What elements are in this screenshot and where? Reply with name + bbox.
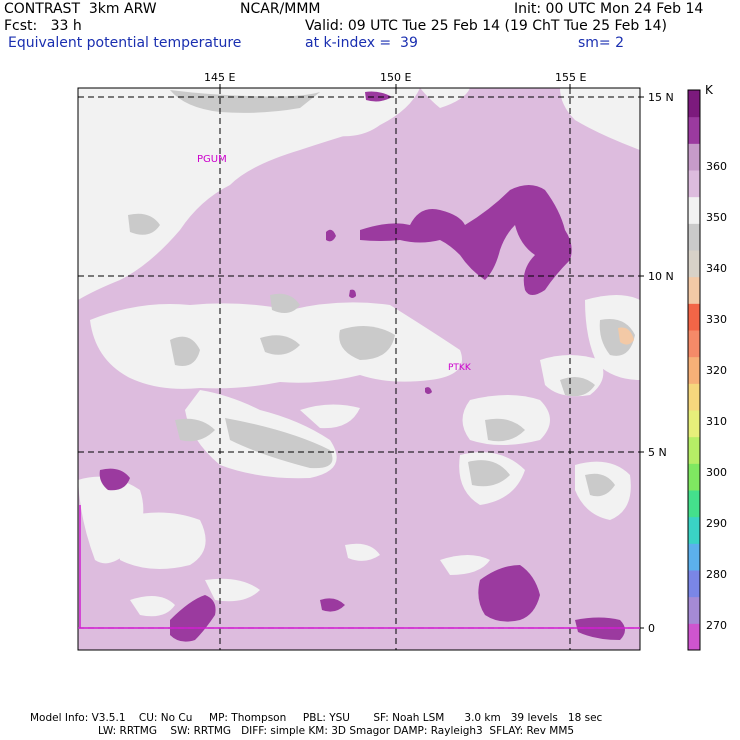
colorbar-segment [688, 410, 700, 438]
colorbar-segment [688, 250, 700, 278]
model-info-line2: LW: RRTMG SW: RRTMG DIFF: simple KM: 3D … [98, 725, 575, 737]
colorbar-segment [688, 143, 700, 171]
model-info-line1: Model Info: V3.5.1 CU: No Cu MP: Thompso… [30, 712, 603, 724]
domain-boundary [79, 505, 640, 629]
station-ptkk: PTKK [448, 363, 472, 373]
colorbar-segment [688, 543, 700, 571]
colorbar-segment [688, 356, 700, 384]
forecast-hour: Fcst: 33 h [4, 18, 82, 34]
valid-time: Valid: 09 UTC Tue 25 Feb 14 (19 ChT Tue … [305, 18, 668, 34]
colorbar-segment [688, 570, 700, 598]
smoothing-info: sm= 2 [578, 35, 625, 51]
colorbar-segment [688, 116, 700, 144]
colorbar-tick-300: 300 [706, 466, 727, 479]
colorbar-unit: K [705, 83, 714, 97]
colorbar-segment [688, 196, 700, 224]
lon-label-145: 145 E [204, 71, 235, 84]
colorbar-segment [688, 303, 700, 331]
colorbar-segment [688, 383, 700, 411]
model-name: CONTRAST 3km ARW [4, 1, 157, 17]
lat-label-10n: 10 N [648, 270, 674, 283]
map-frame [77, 87, 641, 651]
lat-label-5n: 5 N [648, 446, 667, 459]
colorbar-tick-290: 290 [706, 517, 727, 530]
colorbar-segment [688, 516, 700, 544]
colorbar-segment [688, 330, 700, 358]
colorbar [687, 89, 701, 651]
colorbar-segment [688, 276, 700, 304]
colorbar-segment [688, 490, 700, 518]
colorbar-tick-330: 330 [706, 313, 727, 326]
colorbar-segment [688, 436, 700, 464]
colorbar-tick-280: 280 [706, 568, 727, 581]
colorbar-tick-310: 310 [706, 415, 727, 428]
colorbar-tick-320: 320 [706, 364, 727, 377]
colorbar-tick-270: 270 [706, 619, 727, 632]
colorbar-tick-340: 340 [706, 262, 727, 275]
colorbar-tick-360: 360 [706, 160, 727, 173]
colorbar-segment [688, 223, 700, 251]
colorbar-segment [688, 90, 700, 118]
colorbar-segment [688, 623, 700, 651]
level-info: at k-index = 39 [305, 35, 418, 51]
station-pgum: PGUM [197, 154, 227, 165]
colorbar-segment [688, 170, 700, 198]
lon-label-155: 155 E [555, 71, 586, 84]
colorbar-frame [687, 89, 701, 651]
colorbar-labels: 360 350 340 330 320 310 300 290 280 270 [706, 160, 727, 632]
init-time: Init: 00 UTC Mon 24 Feb 14 [514, 1, 704, 17]
institution: NCAR/MMM [240, 1, 321, 17]
lon-label-150: 150 E [380, 71, 411, 84]
colorbar-segment [688, 463, 700, 491]
field-name: Equivalent potential temperature [8, 35, 242, 51]
colorbar-segment [688, 596, 700, 624]
colorbar-tick-350: 350 [706, 211, 727, 224]
lat-label-0: 0 [648, 622, 655, 635]
theta-e-field [78, 88, 640, 650]
lat-label-15n: 15 N [648, 91, 674, 104]
axis-ticks [219, 84, 644, 629]
